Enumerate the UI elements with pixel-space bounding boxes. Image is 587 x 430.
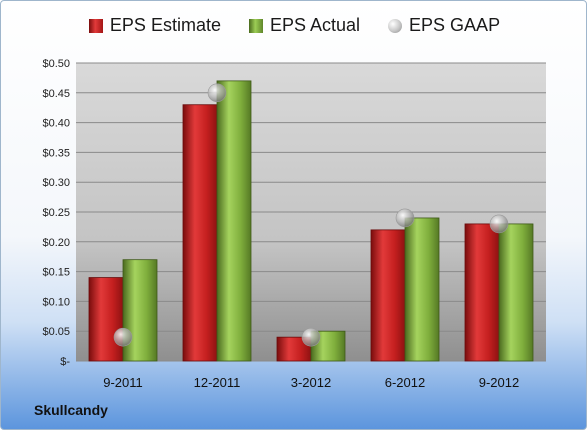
y-tick-label: $0.45	[42, 88, 70, 100]
bar-eps-estimate	[464, 223, 500, 362]
bar-eps-actual	[498, 223, 534, 362]
legend-label-eps-gaap: EPS GAAP	[409, 15, 501, 35]
y-tick-label: $0.50	[42, 58, 70, 70]
legend-swatch-eps-actual	[248, 18, 263, 33]
legend-item-eps-gaap: EPS GAAP	[388, 15, 500, 36]
y-tick-label: $0.05	[42, 326, 70, 338]
y-tick-label: $0.20	[42, 237, 70, 249]
legend-item-eps-estimate: EPS Estimate	[88, 15, 221, 36]
y-tick-label: $0.10	[42, 296, 70, 308]
bar-eps-actual	[404, 217, 440, 362]
legend-item-eps-actual: EPS Actual	[248, 15, 361, 36]
company-name: Skullcandy	[34, 402, 108, 418]
y-tick-label: $0.40	[42, 118, 70, 130]
legend-swatch-eps-estimate	[88, 18, 103, 33]
y-tick-label: $0.15	[42, 267, 70, 279]
legend-label-eps-actual: EPS Actual	[269, 15, 361, 35]
marker-eps-gaap	[395, 208, 415, 228]
bar-eps-estimate	[88, 277, 124, 362]
gaap-markers	[113, 83, 509, 347]
y-tick-label: $0.35	[42, 147, 70, 159]
marker-eps-gaap	[301, 327, 321, 347]
legend-label-eps-estimate: EPS Estimate	[109, 15, 221, 35]
y-axis-ticks: $- $0.05 $0.10 $0.15 $0.20 $0.25 $0.30 $0.35 $0.…	[42, 58, 70, 368]
bars	[88, 80, 534, 362]
y-tick-label: $0.30	[42, 177, 70, 189]
bar-eps-estimate	[182, 104, 218, 362]
y-tick-label: $0.25	[42, 207, 70, 219]
marker-eps-gaap	[113, 327, 133, 347]
bar-eps-estimate	[370, 229, 406, 362]
x-tick-label: 9-2012	[479, 375, 519, 390]
marker-eps-gaap	[207, 83, 227, 103]
legend: EPS Estimate EPS Actual EPS GAAP	[1, 15, 586, 36]
x-tick-label: 3-2012	[291, 375, 331, 390]
legend-swatch-eps-gaap	[388, 18, 403, 33]
marker-eps-gaap	[489, 214, 509, 234]
x-axis-ticks: 9-2011 12-2011 3-2012 6-2012 9-2012	[103, 375, 519, 390]
x-tick-label: 12-2011	[194, 375, 241, 390]
bar-eps-actual	[216, 80, 252, 362]
bar-eps-actual	[122, 259, 158, 362]
y-tick-label: $-	[60, 356, 70, 368]
x-tick-label: 9-2011	[103, 375, 143, 390]
x-tick-label: 6-2012	[385, 375, 425, 390]
